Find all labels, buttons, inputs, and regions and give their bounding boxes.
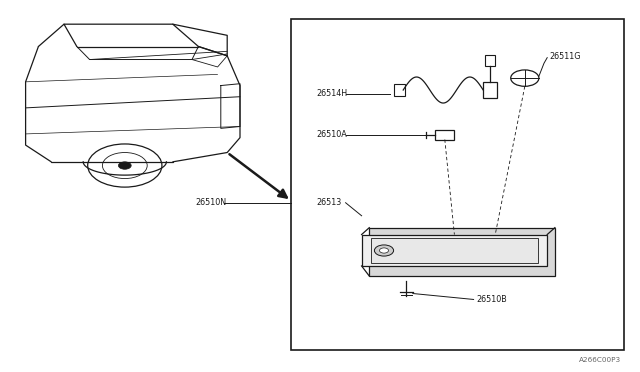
Bar <box>435 130 454 140</box>
Text: 26510B: 26510B <box>477 295 508 304</box>
Bar <box>371 237 538 263</box>
Bar <box>362 234 547 266</box>
Text: A266C00P3: A266C00P3 <box>579 357 621 363</box>
Text: 26511G: 26511G <box>549 52 580 61</box>
Bar <box>483 82 497 98</box>
Circle shape <box>374 245 394 256</box>
Text: 26514H: 26514H <box>317 89 348 98</box>
Bar <box>291 19 624 350</box>
Bar <box>369 228 555 276</box>
Bar <box>394 84 405 96</box>
Circle shape <box>118 162 131 169</box>
Bar <box>485 55 495 66</box>
Text: 26510A: 26510A <box>317 130 348 139</box>
Circle shape <box>380 248 388 253</box>
Text: 26513: 26513 <box>317 198 342 207</box>
Text: 26510N: 26510N <box>195 198 227 207</box>
